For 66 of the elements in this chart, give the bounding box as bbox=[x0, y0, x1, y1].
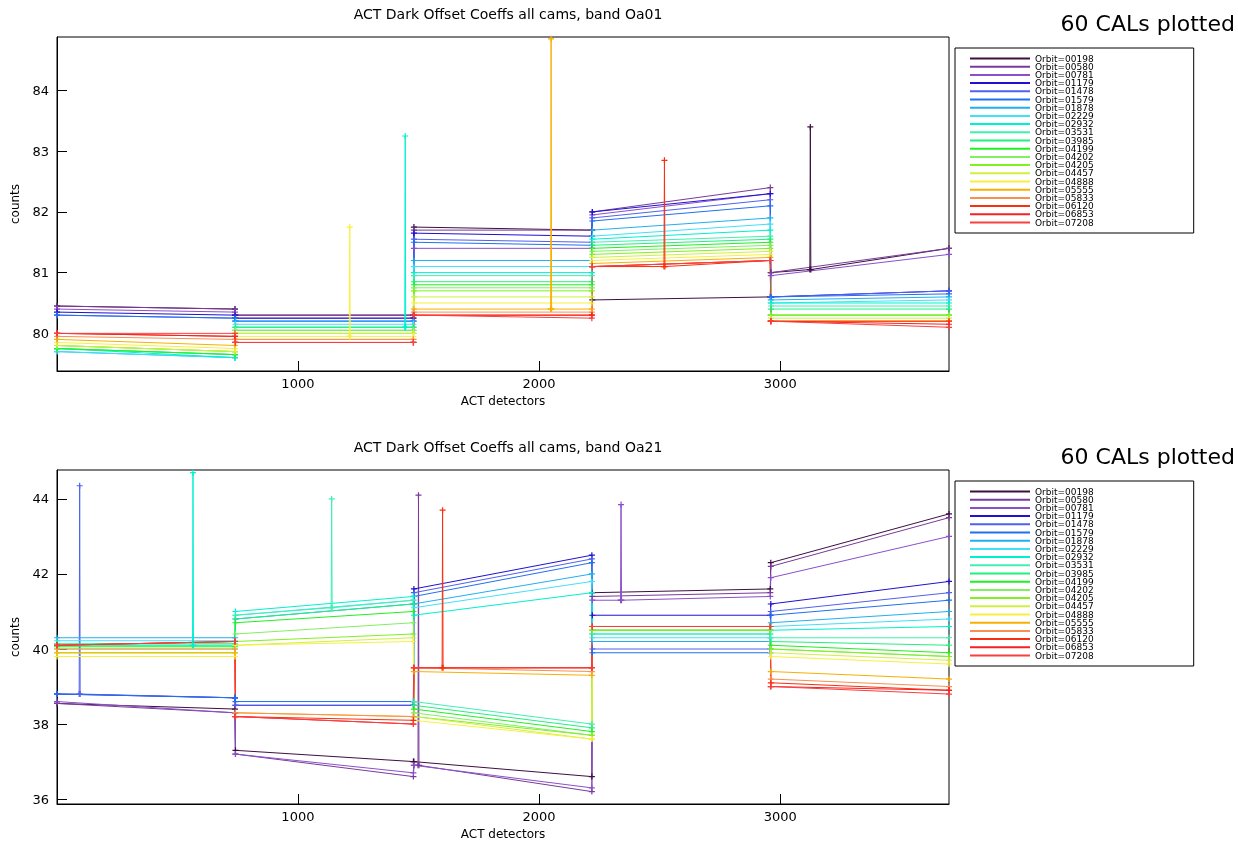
text: Orbit=01878 bbox=[1035, 102, 1094, 113]
text: Orbit=04199 bbox=[1035, 576, 1094, 587]
text: Orbit=04202 bbox=[1035, 151, 1094, 162]
text: Orbit=02229 bbox=[1035, 543, 1094, 554]
text: Orbit=05833 bbox=[1035, 625, 1094, 636]
text: Orbit=03985 bbox=[1035, 135, 1094, 146]
text: Orbit=06120 bbox=[1035, 201, 1094, 212]
y-tick-label: 84 bbox=[32, 82, 49, 98]
text: Orbit=01179 bbox=[1035, 78, 1094, 89]
text: Orbit=04205 bbox=[1035, 593, 1094, 604]
chart-title: ACT Dark Offset Coeffs all cams, band Oa21 bbox=[353, 439, 663, 455]
text: Orbit=01478 bbox=[1035, 519, 1094, 530]
text: Orbit=04199 bbox=[1035, 143, 1094, 154]
y-tick-label: 81 bbox=[32, 265, 49, 281]
text: 60 CALs plotted bbox=[1060, 443, 1236, 469]
text: Orbit=01579 bbox=[1035, 94, 1094, 105]
text: Orbit=05555 bbox=[1035, 617, 1094, 628]
text: Orbit=07208 bbox=[1035, 217, 1094, 228]
x-tick-label: 2000 bbox=[522, 809, 556, 824]
y-tick-label: 82 bbox=[32, 204, 49, 220]
text: Orbit=04888 bbox=[1035, 609, 1094, 620]
text: Orbit=04457 bbox=[1035, 168, 1094, 179]
text: Orbit=01579 bbox=[1035, 527, 1094, 538]
y-tick-label: 36 bbox=[32, 791, 49, 807]
text: Orbit=01478 bbox=[1035, 86, 1094, 97]
y-tick-label: 42 bbox=[32, 566, 49, 582]
x-tick-label: 2000 bbox=[522, 376, 556, 391]
text: Orbit=00580 bbox=[1035, 494, 1094, 505]
y-axis-title: counts bbox=[8, 616, 22, 658]
text: 60 CALs plotted bbox=[1060, 10, 1236, 36]
text: Orbit=00198 bbox=[1035, 53, 1094, 64]
text: Orbit=06853 bbox=[1035, 642, 1094, 653]
text: Orbit=02932 bbox=[1035, 552, 1094, 563]
x-tick-label: 3000 bbox=[763, 376, 797, 391]
x-axis-title: ACT detectors bbox=[460, 826, 546, 841]
text: Orbit=04888 bbox=[1035, 176, 1094, 187]
text: Orbit=00198 bbox=[1035, 486, 1094, 497]
y-tick-label: 44 bbox=[32, 491, 49, 507]
x-tick-label: 1000 bbox=[281, 376, 315, 391]
text: Orbit=04205 bbox=[1035, 160, 1094, 171]
text: Orbit=03531 bbox=[1035, 560, 1094, 571]
text: Orbit=00580 bbox=[1035, 61, 1094, 72]
text: Orbit=01179 bbox=[1035, 511, 1094, 522]
y-axis-title: counts bbox=[8, 183, 22, 225]
text: Orbit=04202 bbox=[1035, 584, 1094, 595]
text: Orbit=03531 bbox=[1035, 127, 1094, 138]
y-tick-label: 80 bbox=[32, 325, 49, 341]
text: Orbit=02229 bbox=[1035, 110, 1094, 121]
text: Orbit=02932 bbox=[1035, 119, 1094, 130]
text: Orbit=07208 bbox=[1035, 650, 1094, 661]
text: Orbit=00781 bbox=[1035, 69, 1094, 80]
text: Orbit=01878 bbox=[1035, 535, 1094, 546]
text: Orbit=05833 bbox=[1035, 192, 1094, 203]
text: Orbit=04457 bbox=[1035, 601, 1094, 612]
text: Orbit=06853 bbox=[1035, 209, 1094, 220]
text: Orbit=00781 bbox=[1035, 502, 1094, 513]
x-axis-title: ACT detectors bbox=[460, 393, 546, 408]
text: Orbit=05555 bbox=[1035, 184, 1094, 195]
chart-title: ACT Dark Offset Coeffs all cams, band Oa01 bbox=[353, 6, 663, 22]
y-tick-label: 40 bbox=[32, 641, 49, 657]
y-tick-label: 83 bbox=[32, 143, 49, 159]
y-tick-label: 38 bbox=[32, 716, 49, 732]
x-tick-label: 1000 bbox=[281, 809, 315, 824]
text: Orbit=06120 bbox=[1035, 634, 1094, 645]
text: Orbit=03985 bbox=[1035, 568, 1094, 579]
x-tick-label: 3000 bbox=[763, 809, 797, 824]
